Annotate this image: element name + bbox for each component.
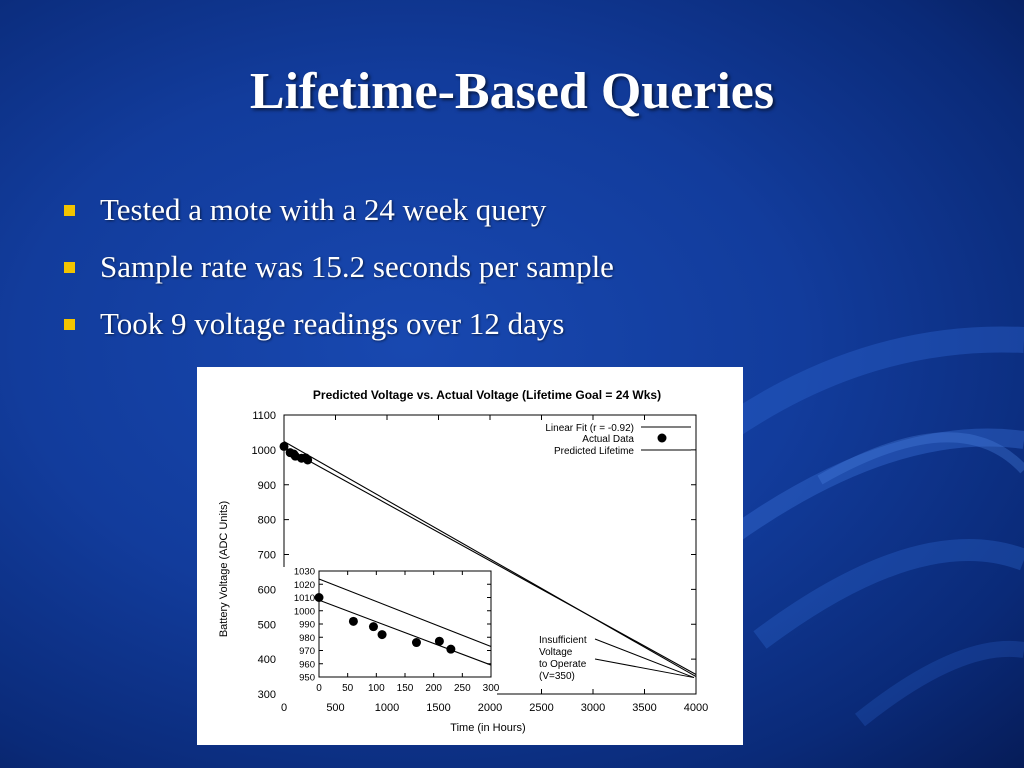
inset-x-tick-label: 100 (368, 683, 385, 694)
inset-x-tick-label: 200 (425, 683, 442, 694)
inset-y-tick-label: 1020 (294, 580, 315, 591)
square-bullet-icon (64, 262, 75, 273)
y-axis-label: Battery Voltage (ADC Units) (218, 501, 230, 637)
inset-x-tick-label: 0 (316, 683, 322, 694)
x-tick-label: 500 (326, 702, 344, 714)
x-tick-label: 4000 (684, 702, 708, 714)
inset-data-point (377, 630, 387, 640)
y-tick-label: 800 (258, 515, 276, 527)
series-line-0 (283, 446, 697, 675)
bullet-text: Took 9 voltage readings over 12 days (100, 306, 565, 341)
inset-series-line-2 (318, 578, 492, 648)
x-tick-label: 2500 (529, 702, 553, 714)
y-tick-label: 300 (258, 689, 276, 701)
inset-data-point (434, 636, 444, 646)
chart-title: Predicted Voltage vs. Actual Voltage (Li… (313, 388, 661, 402)
y-tick-label: 600 (258, 584, 276, 596)
y-tick-label: 1100 (252, 410, 276, 422)
y-tick-label: 1000 (252, 445, 276, 457)
inset-x-tick-label: 50 (342, 683, 354, 694)
x-tick-label: 2000 (478, 702, 502, 714)
x-tick-label: 0 (281, 702, 287, 714)
y-tick-label: 900 (258, 480, 276, 492)
bullet-text: Sample rate was 15.2 seconds per sample (100, 249, 614, 284)
inset-series-line-0 (318, 599, 492, 666)
inset-x-tick-label: 300 (483, 683, 500, 694)
annotation-text: to Operate (539, 659, 587, 670)
x-tick-label: 1000 (375, 702, 399, 714)
legend-label: Predicted Lifetime (554, 446, 634, 457)
x-tick-label: 3000 (581, 702, 605, 714)
inset-x-tick-label: 150 (397, 683, 414, 694)
annotation-text: Insufficient (539, 635, 587, 646)
y-tick-label: 400 (258, 654, 276, 666)
inset-x-tick-label: 250 (454, 683, 471, 694)
inset-y-tick-label: 970 (299, 646, 315, 657)
inset-y-tick-label: 1010 (294, 593, 315, 604)
inset-data-point (314, 593, 324, 602)
legend-label: Linear Fit (r = -0.92) (545, 423, 634, 434)
inset-y-tick-label: 960 (299, 659, 315, 670)
inset-y-tick-label: 980 (299, 633, 315, 644)
legend-label: Actual Data (582, 434, 634, 445)
y-tick-label: 700 (258, 550, 276, 562)
square-bullet-icon (64, 319, 75, 330)
inset-background (281, 567, 497, 701)
annotation-pointer (594, 638, 695, 679)
legend-point-swatch (657, 433, 667, 443)
bullet-item: Sample rate was 15.2 seconds per sample (62, 243, 614, 300)
inset-y-tick-label: 1030 (294, 567, 315, 578)
bullet-item: Took 9 voltage readings over 12 days (62, 300, 614, 357)
data-point (279, 441, 289, 451)
inset-y-tick-label: 1000 (294, 606, 315, 617)
bullet-text: Tested a mote with a 24 week query (100, 192, 547, 227)
y-tick-label: 500 (258, 619, 276, 631)
inset-data-point (368, 622, 378, 632)
series-line-2 (283, 441, 697, 678)
annotation-pointer (594, 658, 695, 679)
x-axis-label: Time (in Hours) (450, 722, 525, 734)
bullet-list: Tested a mote with a 24 week query Sampl… (62, 186, 614, 357)
inset-data-point (446, 644, 456, 654)
inset-data-point (348, 616, 358, 626)
inset-y-tick-label: 990 (299, 620, 315, 631)
annotation-text: (V=350) (539, 671, 575, 682)
annotation-text: Voltage (539, 647, 573, 658)
x-tick-label: 3500 (632, 702, 656, 714)
inset-data-point (411, 638, 421, 648)
slide-title: Lifetime-Based Queries (249, 63, 775, 120)
bullet-item: Tested a mote with a 24 week query (62, 186, 614, 243)
x-tick-label: 1500 (426, 702, 450, 714)
inset-y-tick-label: 950 (299, 673, 315, 684)
chart-panel: Predicted Voltage vs. Actual Voltage (Li… (197, 367, 743, 745)
data-point (303, 455, 313, 465)
voltage-chart: Predicted Voltage vs. Actual Voltage (Li… (218, 388, 708, 734)
square-bullet-icon (64, 205, 75, 216)
